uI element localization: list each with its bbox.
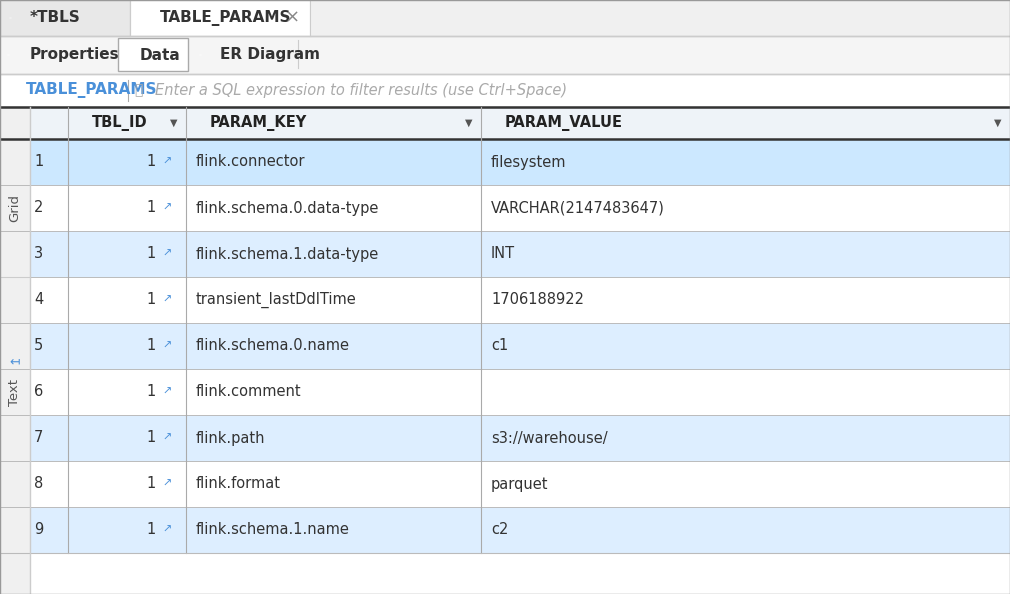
- Text: flink.path: flink.path: [196, 431, 266, 446]
- Text: ↗: ↗: [162, 341, 172, 351]
- Text: ↗: ↗: [162, 295, 172, 305]
- Text: Properties: Properties: [30, 48, 119, 62]
- Text: 1: 1: [146, 431, 156, 446]
- Bar: [0, 0, 130, 36]
- Bar: [0, 74, 1010, 107]
- Text: PARAM_KEY: PARAM_KEY: [210, 115, 307, 131]
- Bar: [0, 507, 1010, 553]
- Text: parquet: parquet: [491, 476, 548, 491]
- Text: ↗: ↗: [162, 479, 172, 489]
- Text: *TBLS: *TBLS: [30, 11, 81, 26]
- Text: ⤢: ⤢: [133, 83, 142, 97]
- Text: c2: c2: [491, 523, 508, 538]
- Text: 1: 1: [146, 247, 156, 261]
- Text: 1: 1: [146, 523, 156, 538]
- Bar: [0, 369, 1010, 415]
- Bar: [0, 107, 30, 594]
- Bar: [118, 38, 188, 71]
- Bar: [0, 323, 1010, 369]
- Text: 2: 2: [34, 201, 43, 216]
- Text: 6: 6: [34, 384, 43, 400]
- Text: 1706188922: 1706188922: [491, 292, 584, 308]
- Text: 7: 7: [34, 431, 43, 446]
- Text: ▼: ▼: [994, 118, 1002, 128]
- Text: 5: 5: [34, 339, 43, 353]
- Text: s3://warehouse/: s3://warehouse/: [491, 431, 608, 446]
- Text: 1: 1: [34, 154, 43, 169]
- Text: Data: Data: [140, 48, 181, 62]
- Bar: [0, 107, 1010, 139]
- Text: filesystem: filesystem: [491, 154, 567, 169]
- Text: ↗: ↗: [162, 157, 172, 167]
- Bar: [130, 0, 310, 36]
- Text: Grid: Grid: [8, 194, 21, 222]
- Text: ↗: ↗: [162, 433, 172, 443]
- Text: ↗: ↗: [162, 387, 172, 397]
- Bar: [0, 185, 1010, 231]
- Text: ×: ×: [285, 9, 300, 27]
- Text: ▼: ▼: [465, 118, 473, 128]
- Text: 1: 1: [146, 201, 156, 216]
- Text: 1: 1: [146, 476, 156, 491]
- Bar: [0, 277, 1010, 323]
- Text: 3: 3: [34, 247, 43, 261]
- Text: INT: INT: [491, 247, 515, 261]
- Bar: [0, 415, 1010, 461]
- Bar: [0, 36, 1010, 74]
- Text: flink.schema.0.data-type: flink.schema.0.data-type: [196, 201, 380, 216]
- Text: flink.comment: flink.comment: [196, 384, 302, 400]
- Text: ER Diagram: ER Diagram: [220, 48, 320, 62]
- Text: ↤: ↤: [10, 355, 20, 368]
- Text: transient_lastDdlTime: transient_lastDdlTime: [196, 292, 357, 308]
- Text: TABLE_PARAMS: TABLE_PARAMS: [26, 82, 158, 98]
- Text: 1: 1: [146, 384, 156, 400]
- Text: ↗: ↗: [162, 203, 172, 213]
- Bar: [0, 139, 1010, 185]
- Text: 1: 1: [146, 339, 156, 353]
- Bar: [310, 0, 1010, 36]
- Text: ↗: ↗: [162, 249, 172, 259]
- Text: 1: 1: [146, 154, 156, 169]
- Text: 4: 4: [34, 292, 43, 308]
- Bar: [0, 231, 1010, 277]
- Text: flink.schema.0.name: flink.schema.0.name: [196, 339, 350, 353]
- Text: PARAM_VALUE: PARAM_VALUE: [505, 115, 623, 131]
- Text: flink.connector: flink.connector: [196, 154, 305, 169]
- Bar: [0, 461, 1010, 507]
- Text: 8: 8: [34, 476, 43, 491]
- Text: flink.format: flink.format: [196, 476, 281, 491]
- Text: 9: 9: [34, 523, 43, 538]
- Text: ↗: ↗: [162, 525, 172, 535]
- Text: ▼: ▼: [170, 118, 178, 128]
- Text: Text: Text: [8, 378, 21, 406]
- Text: 1: 1: [146, 292, 156, 308]
- Text: flink.schema.1.data-type: flink.schema.1.data-type: [196, 247, 379, 261]
- Text: c1: c1: [491, 339, 508, 353]
- Bar: [0, 553, 1010, 594]
- Text: flink.schema.1.name: flink.schema.1.name: [196, 523, 349, 538]
- Text: Enter a SQL expression to filter results (use Ctrl+Space): Enter a SQL expression to filter results…: [155, 83, 568, 97]
- Bar: [0, 0, 1010, 36]
- Text: TBL_ID: TBL_ID: [92, 115, 147, 131]
- Text: VARCHAR(2147483647): VARCHAR(2147483647): [491, 201, 665, 216]
- Text: TABLE_PARAMS: TABLE_PARAMS: [160, 10, 292, 26]
